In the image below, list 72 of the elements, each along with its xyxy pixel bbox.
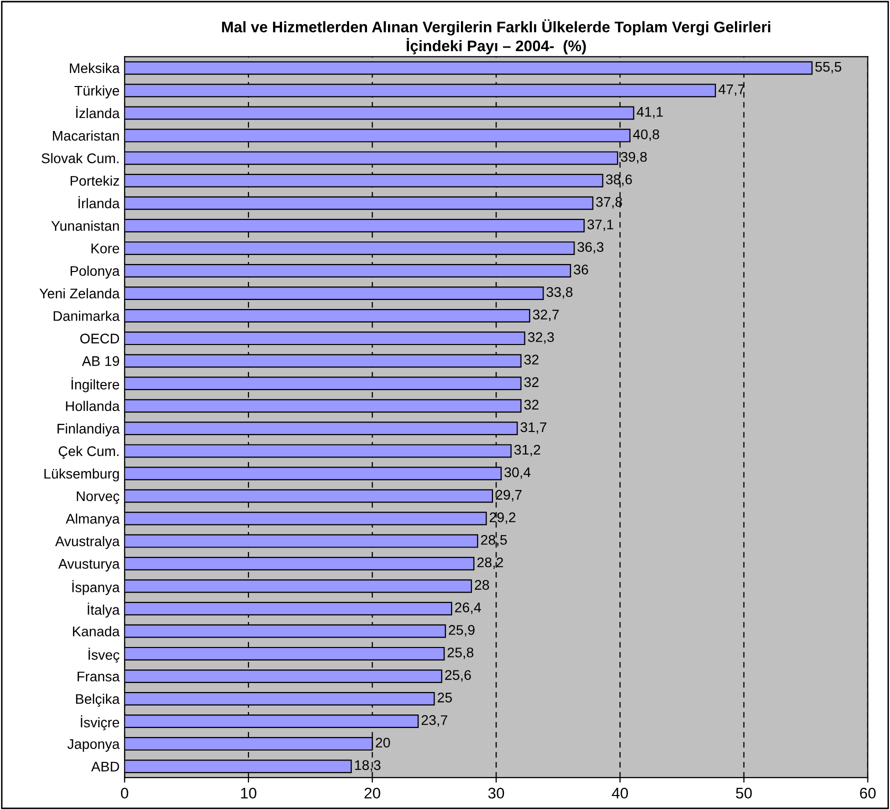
data-label: 20 [376, 738, 390, 748]
y-tick-label: Yeni Zelanda [39, 288, 120, 298]
data-label: 18,3 [355, 760, 380, 772]
y-tick-label: Yunanistan [51, 220, 119, 231]
y-tick-label: Avusturya [58, 559, 120, 572]
data-label: 39,8 [620, 152, 647, 164]
data-label: 25 [438, 692, 452, 702]
y-tick-label: Almanya [66, 513, 120, 526]
x-tick-label: 40 [612, 788, 628, 799]
y-tick-label: Avustralya [55, 536, 120, 549]
data-label: 55,5 [815, 62, 842, 74]
y-tick-label: Çek Cum. [58, 446, 118, 459]
y-tick-label: Kanada [72, 626, 120, 636]
data-label: 37,8 [596, 197, 622, 208]
chart-title: Mal ve Hizmetlerden Alınan Vergilerin Farklı Ülkelerde Toplam Vergi Gelirleri İçindeki Payı – 2004- (%) [222, 19, 770, 54]
data-label: 25,8 [448, 648, 474, 660]
y-tick-label: Danimarka [54, 310, 120, 321]
y-tick-label: İzlanda [76, 106, 120, 118]
data-label: 32,3 [528, 332, 554, 344]
y-tick-label: Belçika [76, 694, 120, 707]
x-tick-label: 60 [860, 788, 876, 799]
data-label: 32,7 [532, 310, 559, 322]
y-tick-label: İngiltere [72, 377, 120, 392]
y-tick-label: Türkiye [74, 85, 120, 98]
y-tick-label: Norveç [76, 491, 120, 504]
data-label: 30,4 [504, 467, 531, 479]
y-tick-label: İrlanda [78, 196, 120, 208]
x-tick-label: 50 [736, 788, 752, 799]
data-label: 32 [524, 377, 538, 388]
x-tick-label: 30 [488, 788, 504, 799]
y-tick-label: Japonya [67, 739, 120, 752]
data-label: 28,2 [477, 557, 503, 569]
data-label: 41,1 [636, 107, 663, 118]
data-label: 33,8 [546, 287, 572, 299]
y-tick-label: AB 19 [82, 356, 120, 366]
data-label: 28,5 [481, 534, 507, 546]
x-tick-label: 10 [241, 788, 256, 799]
x-tick-label: 0 [120, 788, 128, 799]
data-label: 36 [574, 264, 588, 274]
y-tick-label: Finlandiya [58, 423, 120, 436]
y-tick-label: ABD [91, 762, 120, 772]
data-label: 28 [474, 580, 490, 590]
data-label: 26,4 [455, 602, 481, 614]
data-label: 31,7 [520, 422, 546, 434]
y-tick-label: OECD [80, 334, 120, 344]
y-tick-label: Meksika [70, 62, 120, 74]
y-tick-label: Lüksemburg [44, 468, 119, 482]
y-tick-label: Portekiz [70, 176, 120, 186]
data-label: 47,7 [718, 84, 745, 96]
data-label: 29,7 [496, 490, 522, 502]
data-label: 31,2 [514, 444, 540, 456]
data-label: 23,7 [422, 715, 448, 727]
y-tick-label: Kore [92, 244, 120, 254]
data-label: 36,3 [578, 242, 604, 254]
y-tick-label: Fransa [78, 672, 120, 682]
y-tick-label: İtalya [88, 602, 120, 618]
y-tick-label: Slovak Cum. [42, 153, 118, 164]
y-tick-label: Hollanda [66, 400, 120, 412]
x-tick-label: 20 [364, 788, 380, 799]
data-label: 25,9 [448, 625, 475, 637]
y-tick-label: Macaristan [52, 130, 119, 141]
y-tick-label: Polonya [70, 266, 120, 279]
y-tick-label: İsviçre [80, 715, 120, 730]
data-label: 40,8 [633, 129, 660, 141]
data-label: 32 [524, 354, 538, 365]
y-tick-label: İspanya [72, 580, 120, 595]
data-label: 37,1 [587, 220, 614, 232]
data-label: 38,6 [606, 174, 632, 186]
data-label: 25,6 [445, 670, 471, 682]
data-label: 32 [524, 400, 538, 410]
data-label: 29,2 [490, 512, 516, 524]
y-tick-label: İsveç [88, 648, 120, 663]
